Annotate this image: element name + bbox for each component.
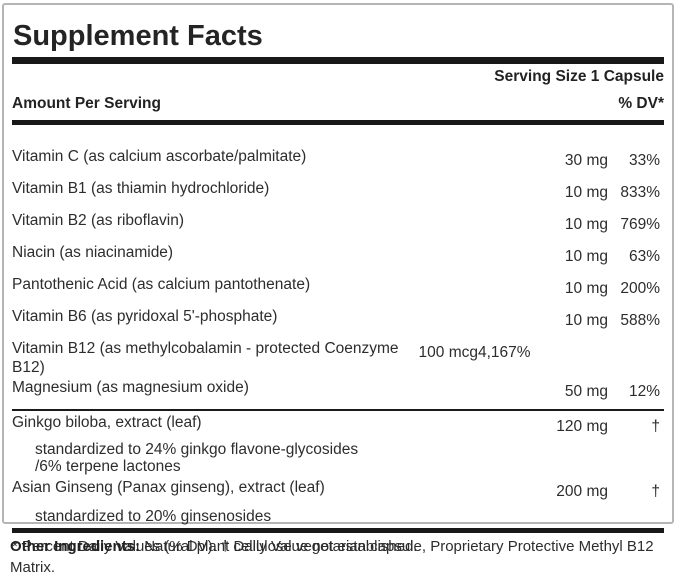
table-row: Vitamin B1 (as thiamin hydrochloride) 10… <box>12 179 664 202</box>
dv-value: † <box>651 418 660 435</box>
table-row: Vitamin C (as calcium ascorbate/palmitat… <box>12 147 664 170</box>
table-row: Vitamin B12 (as methylcobalamin - protec… <box>12 339 664 377</box>
dv-value: 33% <box>628 152 660 169</box>
amount-value: 10 mg <box>564 216 608 233</box>
botanical-table: Ginkgo biloba, extract (leaf) 120 mg † s… <box>12 413 664 525</box>
top-thick-rule <box>12 57 664 64</box>
amount-value: 30 mg <box>564 152 608 169</box>
dv-value: 63% <box>628 248 660 265</box>
section-divider-rule <box>12 409 664 411</box>
table-row: Magnesium (as magnesium oxide) 50 mg 12% <box>12 378 664 401</box>
standardization-note: standardized to 20% ginsenosides <box>35 508 272 525</box>
ingredient-name: Pantothenic Acid (as calcium pantothenat… <box>12 276 311 293</box>
dv-value: 12% <box>628 383 660 400</box>
table-row: Pantothenic Acid (as calcium pantothenat… <box>12 275 664 298</box>
amount-value: 200 mg <box>556 483 608 500</box>
panel-title: Supplement Facts <box>13 20 263 52</box>
dv-value: 769% <box>620 216 660 233</box>
other-ingredients-label: Other Ingredients: <box>10 538 141 555</box>
amount-value: 10 mg <box>564 280 608 297</box>
serving-size: Serving Size 1 Capsule <box>494 68 664 85</box>
vitamin-table: Vitamin C (as calcium ascorbate/palmitat… <box>12 147 664 401</box>
dv-value: 4,167% <box>478 344 531 361</box>
table-row: Vitamin B6 (as pyridoxal 5'-phosphate) 1… <box>12 307 664 330</box>
table-row: Asian Ginseng (Panax ginseng), extract (… <box>12 478 664 501</box>
bottom-thick-rule <box>12 528 664 533</box>
ingredient-name: Vitamin C (as calcium ascorbate/palmitat… <box>12 148 307 165</box>
ingredient-name: Vitamin B2 (as riboflavin) <box>12 212 185 229</box>
standardization-note: standardized to 24% ginkgo flavone-glyco… <box>35 441 359 475</box>
ingredient-name: Vitamin B1 (as thiamin hydrochloride) <box>12 180 270 197</box>
amount-value: 10 mg <box>564 184 608 201</box>
table-row: Ginkgo biloba, extract (leaf) 120 mg † <box>12 413 664 436</box>
ingredient-name: Niacin (as niacinamide) <box>12 244 174 261</box>
table-row: Niacin (as niacinamide) 10 mg 63% <box>12 243 664 266</box>
supplement-facts-panel: Supplement Facts Serving Size 1 Capsule … <box>2 3 674 555</box>
other-ingredients: Other Ingredients: Natural plant cellulo… <box>10 536 665 578</box>
dv-value: † <box>651 483 660 500</box>
table-row: Vitamin B2 (as riboflavin) 10 mg 769% <box>12 211 664 234</box>
column-headers: Amount Per Serving % DV* <box>12 94 664 113</box>
ingredient-name: Vitamin B6 (as pyridoxal 5'-phosphate) <box>12 308 278 325</box>
amount-value: 10 mg <box>564 312 608 329</box>
amount-value: 10 mg <box>564 248 608 265</box>
ingredient-name: Ginkgo biloba, extract (leaf) <box>12 414 202 431</box>
amount-value: 100 mcg <box>418 344 478 361</box>
amount-value: 50 mg <box>564 383 608 400</box>
header-rule <box>12 120 664 125</box>
amount-per-serving-header: Amount Per Serving <box>12 95 161 112</box>
ingredient-name: Vitamin B12 (as methylcobalamin - protec… <box>12 340 399 376</box>
dv-value: 588% <box>620 312 660 329</box>
dv-value: 200% <box>620 280 660 297</box>
dv-value: 833% <box>620 184 660 201</box>
other-ingredients-text: Natural plant cellulose vegetarian capsu… <box>10 538 654 576</box>
ingredient-name: Asian Ginseng (Panax ginseng), extract (… <box>12 479 325 496</box>
ingredient-name: Magnesium (as magnesium oxide) <box>12 379 249 396</box>
percent-dv-header: % DV* <box>618 95 664 112</box>
dv-footnote: * Percent Daily Values (% DV). † Daily V… <box>12 538 418 555</box>
amount-value: 120 mg <box>556 418 608 435</box>
